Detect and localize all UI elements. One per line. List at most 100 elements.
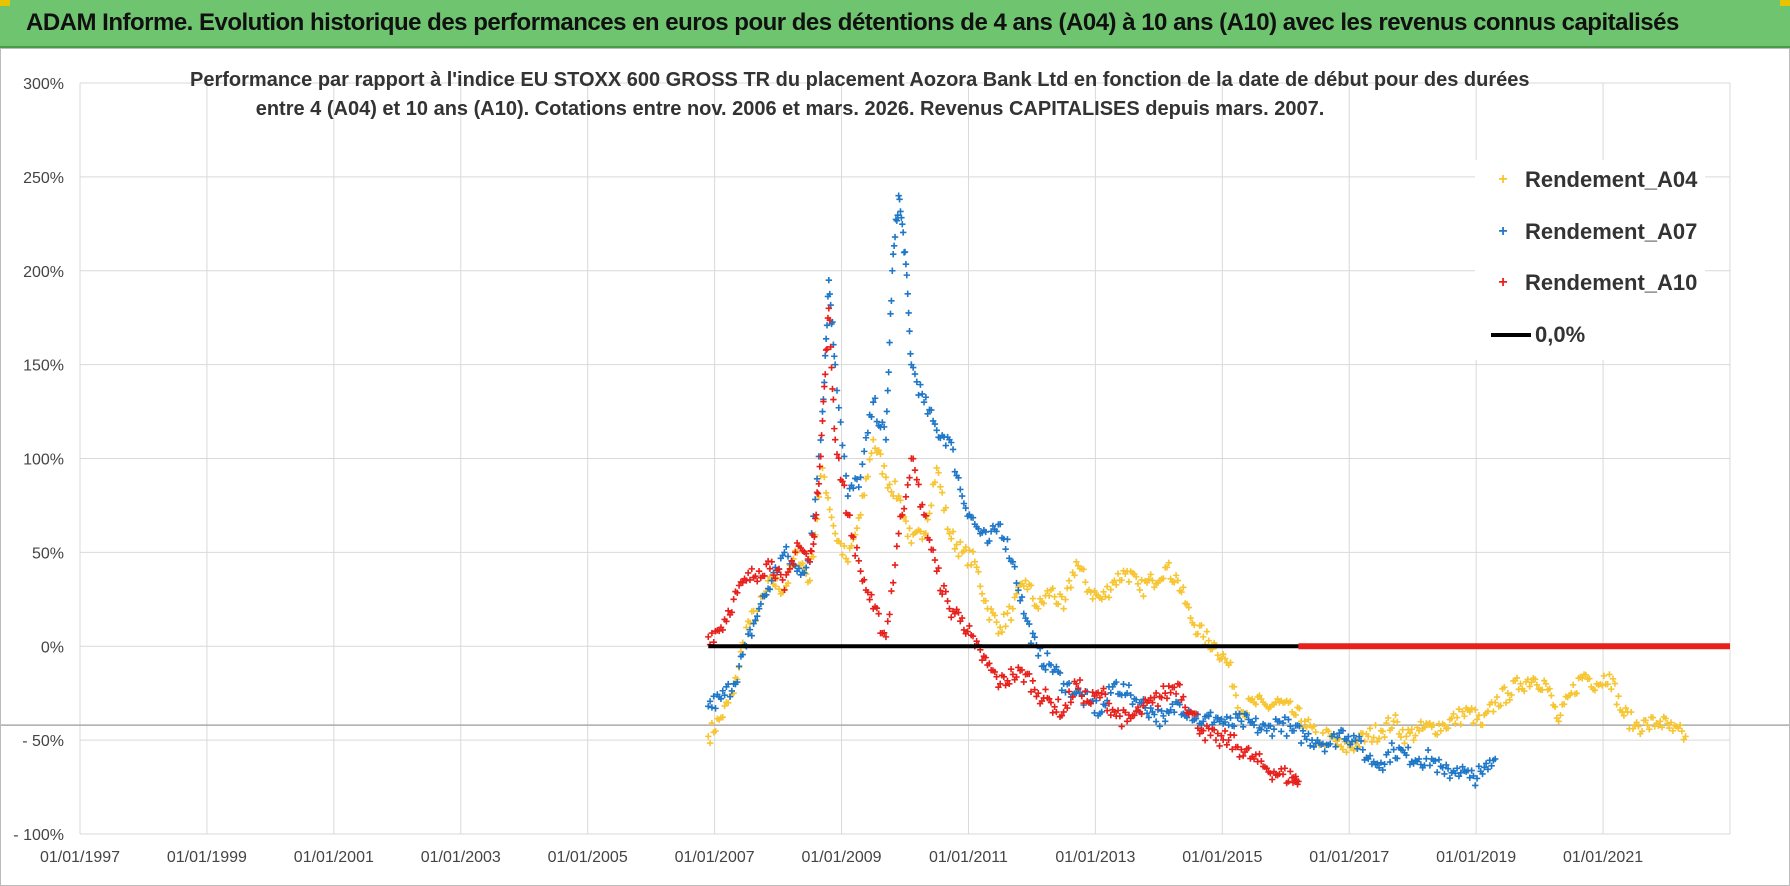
marker-rendement-a04 [1198, 622, 1205, 629]
marker-rendement-a07 [1002, 545, 1009, 553]
marker-rendement-a10 [816, 463, 823, 470]
marker-rendement-a04 [1143, 579, 1151, 586]
marker-rendement-a04 [888, 488, 895, 496]
marker-rendement-a07 [1029, 630, 1037, 637]
marker-rendement-a10 [948, 614, 955, 621]
marker-rendement-a04 [842, 555, 850, 562]
marker-rendement-a04 [1642, 717, 1649, 724]
marker-rendement-a04 [1459, 708, 1466, 715]
marker-rendement-a07 [1035, 652, 1042, 659]
marker-rendement-a10 [1285, 778, 1292, 785]
marker-rendement-a04 [902, 517, 910, 525]
marker-rendement-a07 [754, 613, 761, 620]
marker-rendement-a04 [995, 630, 1002, 637]
marker-rendement-a07 [1009, 558, 1017, 565]
marker-rendement-a07 [1339, 727, 1347, 734]
marker-rendement-a10 [1281, 765, 1289, 772]
marker-rendement-a07 [895, 192, 902, 199]
marker-rendement-a07 [909, 364, 917, 371]
marker-rendement-a04 [1035, 605, 1042, 612]
marker-rendement-a07 [890, 242, 898, 250]
marker-rendement-a10 [995, 683, 1002, 691]
marker-rendement-a07 [1455, 773, 1463, 780]
marker-rendement-a10 [906, 474, 913, 481]
marker-rendement-a10 [779, 576, 786, 584]
marker-rendement-a04 [1138, 576, 1145, 584]
marker-rendement-a10 [1073, 680, 1080, 687]
marker-rendement-a10 [1031, 686, 1038, 693]
marker-rendement-a04 [1136, 586, 1144, 594]
marker-rendement-a04 [868, 450, 875, 457]
marker-rendement-a04 [815, 493, 823, 501]
legend-item-zero: 0,0% [1475, 320, 1585, 350]
marker-rendement-a10 [1161, 689, 1169, 697]
x-tick-label: 01/01/2001 [294, 849, 374, 866]
marker-rendement-a07 [781, 549, 788, 556]
marker-rendement-a04 [1664, 720, 1671, 727]
marker-rendement-a10 [730, 596, 737, 603]
marker-rendement-a04 [1091, 587, 1098, 595]
marker-rendement-a04 [1666, 724, 1673, 732]
marker-rendement-a10 [1210, 726, 1218, 734]
marker-rendement-a10 [826, 316, 833, 324]
marker-rendement-a04 [1381, 733, 1388, 741]
marker-rendement-a10 [802, 550, 810, 557]
marker-rendement-a07 [1065, 679, 1073, 687]
marker-rendement-a10 [1152, 689, 1160, 697]
marker-rendement-a04 [1667, 719, 1675, 726]
marker-rendement-a07 [734, 678, 741, 686]
marker-rendement-a10 [851, 552, 859, 559]
marker-rendement-a07 [942, 442, 949, 449]
marker-rendement-a07 [1403, 751, 1410, 759]
marker-rendement-a07 [1169, 701, 1176, 708]
marker-rendement-a04 [1646, 726, 1653, 733]
x-tick-label: 01/01/1997 [40, 849, 120, 866]
marker-rendement-a04 [1165, 559, 1173, 566]
marker-rendement-a10 [1035, 689, 1042, 697]
marker-rendement-a04 [1401, 740, 1408, 747]
marker-rendement-a07 [1278, 728, 1285, 735]
marker-rendement-a10 [978, 656, 986, 664]
marker-rendement-a10 [1033, 693, 1040, 700]
marker-rendement-a10 [777, 571, 784, 578]
marker-rendement-a04 [996, 624, 1004, 631]
marker-rendement-a10 [754, 578, 761, 585]
marker-rendement-a04 [1615, 692, 1622, 700]
marker-rendement-a10 [1256, 750, 1263, 758]
marker-rendement-a07 [1321, 748, 1328, 755]
chart-title-line1: Performance par rapport à l'indice EU ST… [190, 69, 1530, 91]
marker-rendement-a04 [886, 481, 893, 488]
marker-rendement-a07 [1479, 770, 1486, 778]
marker-rendement-a04 [1002, 623, 1009, 630]
marker-rendement-a04 [1045, 592, 1053, 599]
marker-rendement-a07 [948, 439, 955, 446]
marker-rendement-a04 [1163, 564, 1171, 571]
marker-rendement-a04 [712, 727, 719, 735]
marker-rendement-a10 [857, 567, 864, 575]
marker-rendement-a04 [1249, 695, 1256, 703]
marker-rendement-a04 [1194, 630, 1202, 638]
marker-rendement-a07 [1390, 746, 1397, 753]
marker-rendement-a04 [1205, 637, 1212, 644]
marker-rendement-a07 [725, 680, 732, 688]
chart-title: Performance par rapport à l'indice EU ST… [190, 66, 1530, 124]
marker-rendement-a07 [969, 514, 977, 521]
marker-rendement-a07 [1481, 764, 1488, 771]
marker-rendement-a10 [1013, 673, 1020, 681]
marker-rendement-a07 [735, 663, 743, 670]
marker-rendement-a10 [1042, 686, 1049, 693]
marker-rendement-a07 [842, 472, 850, 480]
marker-rendement-a10 [1105, 700, 1113, 707]
marker-rendement-a04 [1214, 651, 1221, 659]
marker-rendement-a04 [1406, 729, 1414, 737]
marker-rendement-a10 [1116, 712, 1124, 720]
marker-rendement-a10 [1212, 736, 1220, 744]
marker-rendement-a04 [982, 597, 989, 604]
marker-rendement-a10 [708, 629, 716, 637]
marker-rendement-a07 [1281, 714, 1289, 721]
marker-rendement-a04 [1089, 595, 1096, 603]
marker-rendement-a04 [1292, 711, 1299, 719]
marker-rendement-a04 [1185, 604, 1192, 611]
marker-rendement-a07 [1468, 767, 1475, 774]
marker-rendement-a10 [1270, 768, 1278, 775]
